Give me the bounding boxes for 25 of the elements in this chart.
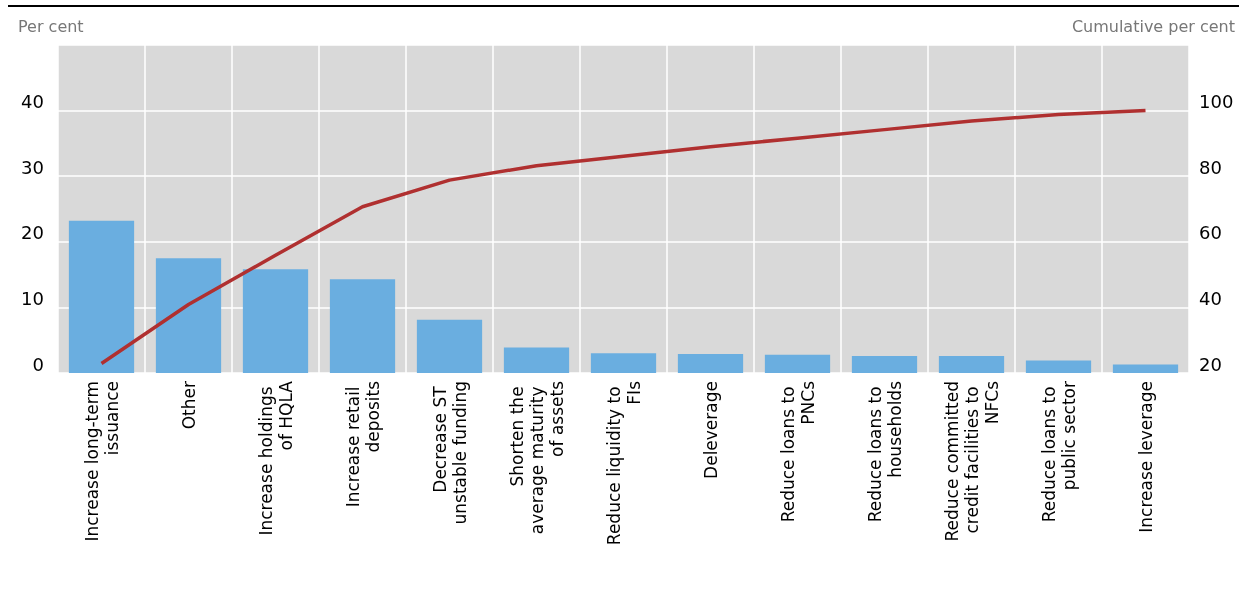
y-tick-label: 40 <box>21 91 44 113</box>
x-tick-label: Other <box>178 381 199 430</box>
x-tick-label: Reduce liquidity to FIs <box>603 380 644 546</box>
y-tick-label: 0 <box>32 353 44 375</box>
x-tick-label: Increase long-term issuance <box>81 381 122 542</box>
y2-tick-label: 100 <box>1199 91 1234 113</box>
y-tick-label: 30 <box>21 156 44 178</box>
y-tick-label: 20 <box>21 222 44 244</box>
x-tick-label: Deleverage <box>700 381 721 479</box>
x-tick-label: Reduce loans to households <box>864 380 905 523</box>
x-tick-label: Decrease ST unstable funding <box>429 381 470 525</box>
y2-tick-label: 40 <box>1199 287 1222 309</box>
y-tick-label: 10 <box>21 287 44 309</box>
x-tick-label: Reduce committed credit facilities to NFCs <box>941 380 1002 542</box>
x-tick-label: Increase retail deposits <box>342 380 383 508</box>
y2-tick-label: 80 <box>1199 156 1222 178</box>
x-tick-label: Reduce loans to PNCs <box>777 380 818 523</box>
x-tick-label: Increase leverage <box>1135 381 1156 533</box>
y2-axis-title: Cumulative per cent <box>1071 16 1235 36</box>
x-tick-label: Shorten the average maturity of assets <box>506 380 567 535</box>
y2-tick-label: 20 <box>1199 353 1222 375</box>
y2-tick-label: 60 <box>1199 222 1222 244</box>
x-tick-label: Reduce loans to public sector <box>1038 381 1079 523</box>
x-tick-label: Increase holdings of HQLA <box>255 380 296 536</box>
y-axis-title: Per cent <box>18 16 84 36</box>
